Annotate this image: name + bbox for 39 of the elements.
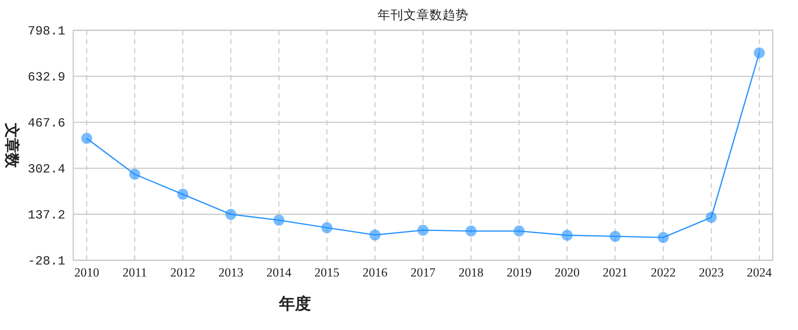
y-tick-label: -28.1 <box>28 254 66 268</box>
y-tick-label: 632.9 <box>28 70 66 84</box>
x-tick-label: 2019 <box>506 265 532 280</box>
point <box>129 168 140 180</box>
x-tick-label: 2016 <box>362 265 388 280</box>
point <box>225 208 236 220</box>
point <box>706 212 717 223</box>
point <box>610 230 621 242</box>
chart-title: 年刊文章数趋势 <box>378 8 468 22</box>
point <box>418 224 428 236</box>
y-tick-label: 302.4 <box>28 162 66 176</box>
x-tick-label: 2021 <box>602 265 628 280</box>
x-tick-label: 2023 <box>698 265 724 280</box>
x-tick-label: 2017 <box>410 265 436 280</box>
point <box>81 132 92 144</box>
x-tick-label: 2014 <box>266 265 292 280</box>
x-tick-label: 2013 <box>218 265 244 280</box>
x-tick-label: 2020 <box>554 265 580 280</box>
point <box>369 229 380 240</box>
point <box>562 230 573 241</box>
point <box>321 222 332 234</box>
point <box>177 188 188 200</box>
x-tick-label: 2024 <box>746 265 773 280</box>
point <box>466 226 477 237</box>
x-tick-label: 2022 <box>650 265 676 280</box>
point <box>273 214 284 226</box>
x-tick-label: 2011 <box>122 265 148 280</box>
x-axis-title: 年度 <box>278 294 311 313</box>
point <box>658 232 669 243</box>
y-tick-label: 137.2 <box>28 208 66 222</box>
point <box>754 47 765 58</box>
y-tick-label: 467.6 <box>28 116 66 130</box>
y-tick-label: 798.1 <box>28 24 66 38</box>
x-tick-label: 2010 <box>74 265 100 280</box>
x-tick-label: 2012 <box>170 265 196 280</box>
x-tick-label: 2018 <box>458 265 484 280</box>
x-tick-label: 2015 <box>314 265 340 280</box>
y-axis-title: 文章数 <box>3 122 21 169</box>
point <box>514 226 525 237</box>
